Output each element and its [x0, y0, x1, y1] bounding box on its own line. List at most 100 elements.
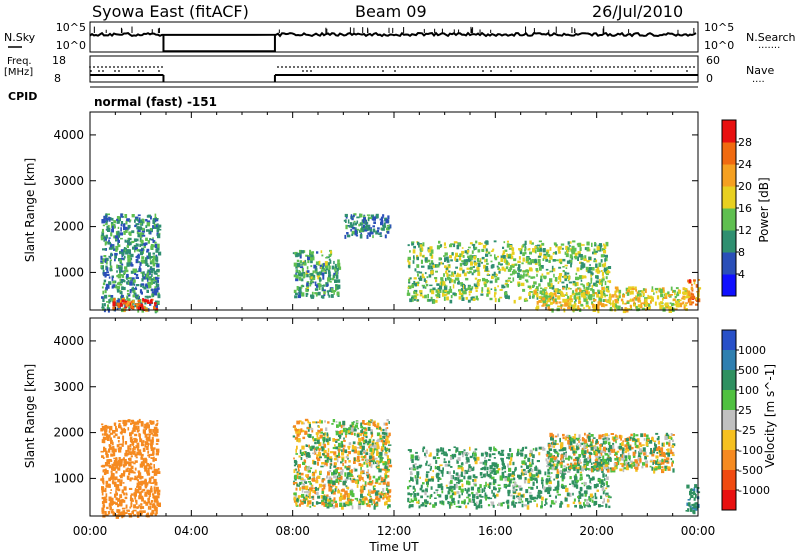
echo-cell: [343, 437, 345, 440]
echo-cell: [113, 220, 117, 224]
echo-cell: [541, 500, 543, 506]
echo-cell: [465, 461, 468, 464]
echo-cell: [121, 443, 124, 447]
echo-cell: [294, 494, 297, 498]
echo-cell: [329, 260, 332, 264]
echo-cell: [150, 457, 154, 459]
echo-cell: [146, 215, 151, 218]
echo-cell: [501, 461, 505, 465]
echo-cell: [117, 478, 121, 483]
echo-cell: [355, 234, 359, 237]
nave-point: [353, 66, 355, 68]
echo-cell: [137, 484, 140, 487]
echo-cell: [438, 262, 441, 266]
echo-cell: [369, 495, 372, 498]
echo-cell: [294, 429, 298, 432]
echo-cell: [353, 467, 356, 472]
echo-cell: [308, 421, 311, 426]
echo-cell: [305, 290, 309, 293]
echo-cell: [464, 452, 468, 456]
nave-point: [310, 70, 312, 72]
echo-cell: [531, 459, 534, 464]
echo-cell: [504, 470, 507, 473]
echo-cell: [549, 292, 553, 296]
echo-cell: [587, 291, 590, 296]
echo-cell: [601, 468, 604, 473]
echo-cell: [472, 494, 476, 499]
echo-cell: [449, 280, 452, 284]
echo-cell: [130, 500, 133, 505]
echo-cell: [153, 276, 157, 282]
echo-cell: [109, 265, 113, 269]
echo-cell: [101, 488, 103, 493]
echo-cell: [152, 218, 155, 220]
echo-cell: [150, 441, 154, 445]
nave-point: [461, 66, 463, 68]
nave-point: [441, 66, 443, 68]
echo-cell: [323, 443, 327, 448]
nave-point: [545, 66, 547, 68]
echo-cell: [146, 489, 150, 494]
echo-cell: [459, 262, 463, 267]
echo-cell: [526, 465, 529, 469]
echo-cell: [522, 493, 525, 498]
echo-cell: [360, 471, 363, 475]
nave-point: [629, 66, 631, 68]
echo-cell: [154, 286, 157, 291]
echo-cell: [451, 492, 455, 496]
echo-cell: [530, 486, 534, 490]
echo-cell: [324, 454, 327, 459]
echo-cell: [531, 291, 534, 293]
echo-cell: [578, 301, 582, 304]
echo-cell: [155, 424, 158, 427]
echo-cell: [123, 247, 126, 250]
echo-cell: [385, 500, 388, 506]
echo-cell: [640, 302, 643, 306]
echo-cell: [585, 304, 589, 308]
echo-cell: [328, 294, 331, 298]
echo-cell: [517, 474, 520, 478]
echo-cell: [116, 264, 119, 269]
nave-point: [102, 70, 104, 72]
echo-cell: [329, 500, 333, 503]
echo-cell: [385, 228, 388, 231]
echo-cell: [459, 256, 462, 261]
echo-cell: [378, 233, 382, 235]
echo-cell: [504, 249, 508, 252]
echo-cell: [494, 297, 497, 303]
echo-cell: [147, 277, 151, 281]
echo-cell: [480, 504, 483, 509]
echo-cell: [424, 452, 426, 456]
echo-cell: [419, 244, 423, 248]
echo-cell: [461, 297, 465, 301]
echo-cell: [322, 268, 326, 271]
echo-cell: [615, 290, 618, 293]
echo-cell: [538, 489, 541, 493]
echo-cell: [521, 275, 525, 279]
echo-cell: [344, 478, 348, 481]
echo-cell: [362, 484, 364, 489]
echo-cell: [472, 451, 476, 454]
echo-cell: [366, 474, 369, 479]
echo-cell: [124, 239, 127, 243]
echo-cell: [118, 303, 121, 309]
echo-cell: [112, 480, 115, 482]
echo-cell: [466, 470, 469, 472]
echo-cell: [473, 283, 476, 287]
echo-cell: [146, 220, 151, 224]
nave-point: [302, 70, 304, 72]
nave-point: [625, 66, 627, 68]
echo-cell: [506, 262, 510, 266]
echo-cell: [146, 462, 149, 467]
echo-cell: [309, 505, 312, 508]
echo-cell: [349, 222, 353, 226]
echo-cell: [506, 243, 510, 248]
echo-cell: [378, 468, 382, 473]
echo-cell: [450, 480, 453, 484]
echo-cell: [413, 497, 418, 501]
echo-cell: [673, 298, 676, 301]
echo-cell: [141, 278, 144, 282]
echo-cell: [135, 223, 138, 227]
echo-cell: [139, 433, 141, 438]
